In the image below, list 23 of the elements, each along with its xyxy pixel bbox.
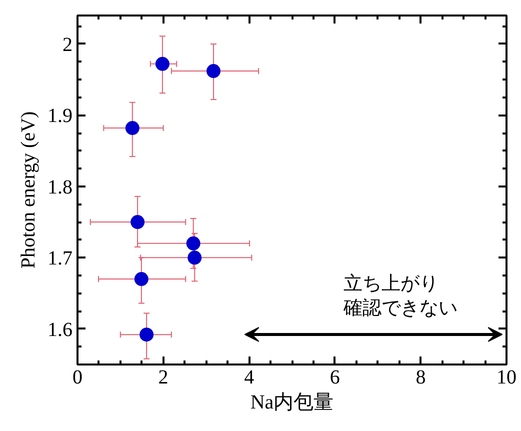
x-tick-label: 8 [416, 366, 426, 388]
y-tick-label: 2 [62, 34, 72, 56]
point [186, 236, 200, 250]
y-tick-label: 1.9 [48, 105, 72, 128]
point [206, 64, 220, 78]
x-axis-title: Na内包量 [250, 392, 334, 414]
x-tick-label: 4 [244, 366, 254, 388]
x-tick-label: 2 [158, 366, 168, 388]
point [140, 328, 154, 342]
x-tick-label: 6 [330, 366, 340, 388]
annotation: 立ち上がり [343, 272, 438, 295]
point [155, 56, 170, 71]
point [130, 215, 145, 230]
y-tick-label: 1.6 [48, 318, 72, 341]
annotation: 確認できない [342, 298, 458, 320]
x-tick-label: 0 [72, 366, 82, 388]
y-tick-label: 1.7 [48, 248, 72, 270]
point [188, 250, 202, 265]
x-tick-label: 10 [496, 366, 516, 388]
point [134, 272, 148, 286]
y-tick-label: 1.8 [48, 176, 72, 198]
point [125, 121, 140, 136]
y-axis-title: Photon energy (eV) [18, 111, 40, 269]
